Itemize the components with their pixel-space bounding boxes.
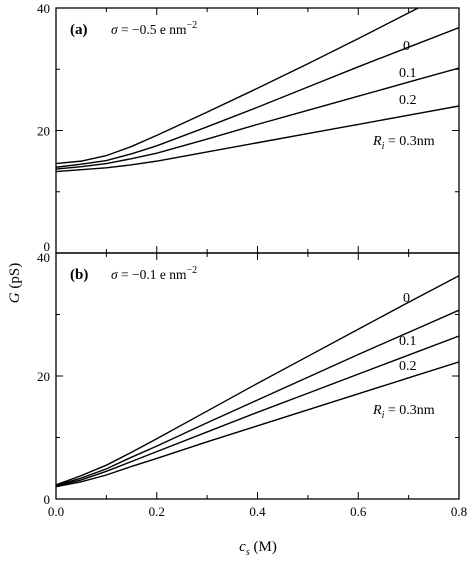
panel-b-series-line-1: [56, 309, 459, 487]
panel-b-series-line-2: [56, 335, 459, 487]
x-axis-title: cs (M): [239, 539, 277, 558]
panel-b-series-line-0: [56, 275, 459, 486]
panel-a-y-tick-label: 40: [37, 1, 50, 16]
panel-b-series-label-3: Ri = 0.3nm: [372, 403, 435, 421]
panel-a-y-tick-label: 0: [44, 239, 51, 254]
panel-a-series-line-0: [56, 8, 420, 165]
panel-a-series-line-1: [56, 26, 459, 168]
panel-b-series-label-2: 0.2: [399, 359, 417, 374]
panel-a-series-line-3: [56, 105, 459, 173]
panel-b-series-line-3: [56, 361, 459, 488]
x-tick-label: 0.8: [451, 504, 467, 519]
x-tick-label: 0.4: [249, 504, 266, 519]
panel-b-frame: [55, 252, 460, 500]
panel-b-y-tick-label: 20: [37, 369, 50, 384]
panel-a-series-line-2: [56, 67, 459, 170]
panel-b-label: (b): [70, 267, 88, 283]
x-tick-label: 0.0: [48, 504, 64, 519]
panel-a-series-label-2: 0.2: [399, 93, 417, 108]
panel-a-series-label-1: 0.1: [399, 66, 417, 81]
x-tick-label: 0.6: [350, 504, 367, 519]
panel-a-label: (a): [70, 22, 88, 38]
panel-b-sigma: σ = −0.1 e nm−2: [111, 265, 197, 282]
panel-b-y-tick-label: 0: [44, 492, 51, 507]
y-axis-title: G (pS): [7, 263, 23, 303]
panel-b-series-label-1: 0.1: [399, 334, 417, 349]
panel-a-sigma: σ = −0.5 e nm−2: [111, 20, 197, 37]
panel-a-series-label-3: Ri = 0.3nm: [372, 134, 435, 152]
x-tick-label: 0.2: [149, 504, 165, 519]
panel-a-frame: [55, 7, 460, 254]
panel-a-y-tick-label: 20: [37, 124, 50, 139]
panel-b-series-label-0: 0: [403, 291, 410, 306]
panel-b-y-tick-label: 40: [37, 250, 50, 265]
panel-a-series-label-0: 0: [403, 39, 410, 54]
